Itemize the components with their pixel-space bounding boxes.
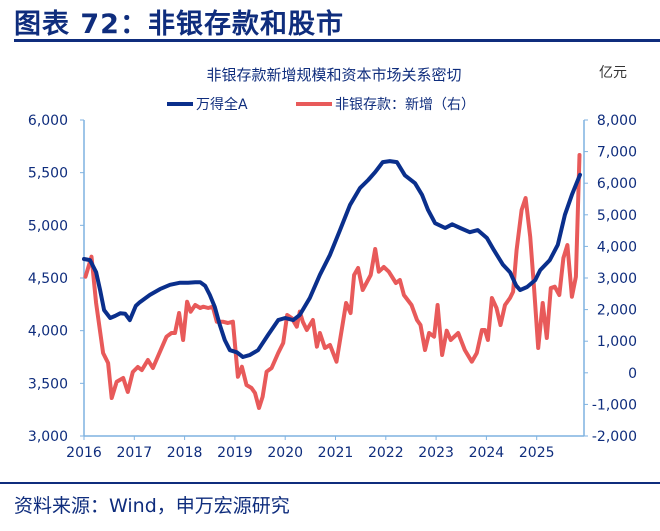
x-tick-label: 2025: [519, 445, 555, 461]
right-tick-label: 2,000: [597, 303, 637, 319]
right-tick-label: -1,000: [592, 397, 637, 413]
series-line-wind-a: [82, 159, 582, 359]
right-tick-label: 8,000: [597, 113, 637, 129]
figure-title: 图表 72：非银存款和股市: [14, 9, 344, 40]
right-tick-label: 1,000: [597, 334, 637, 350]
left-tick-label: 3,500: [28, 376, 68, 392]
x-tick-label: 2021: [318, 445, 354, 461]
right-tick-label: 0: [628, 366, 637, 382]
x-tick-label: 2024: [469, 445, 505, 461]
right-axis-unit: 亿元: [599, 65, 627, 81]
right-tick-label: 7,000: [597, 145, 637, 161]
x-tick-label: 2023: [418, 445, 454, 461]
x-tick-label: 2022: [368, 445, 404, 461]
right-tick-label: 5,000: [597, 208, 637, 224]
x-tick-label: 2020: [267, 445, 303, 461]
series-line-nonbank-deposits: [83, 153, 582, 410]
x-tick-label: 2016: [66, 445, 102, 461]
left-tick-label: 6,000: [28, 113, 68, 129]
left-tick-label: 4,500: [28, 271, 68, 287]
left-tick-label: 4,000: [28, 324, 68, 340]
right-tick-label: 4,000: [597, 239, 637, 255]
left-tick-label: 5,500: [28, 166, 68, 182]
left-tick-label: 5,000: [28, 218, 68, 234]
footer-divider: [0, 482, 660, 484]
title-divider: [14, 39, 660, 42]
legend-label-nonbank-deposits: 非银存款：新增（右）: [335, 97, 475, 113]
legend-label-wind-a: 万得全A: [196, 96, 248, 113]
right-tick-label: -2,000: [592, 429, 637, 445]
right-tick-label: 3,000: [597, 271, 637, 287]
chart-title: 非银存款新增规模和资本市场关系密切: [206, 66, 461, 84]
legend: 万得全A 非银存款：新增（右）: [167, 96, 475, 113]
x-tick-label: 2017: [116, 445, 152, 461]
x-tick-label: 2018: [167, 445, 203, 461]
source-note: 资料来源：Wind，申万宏源研究: [14, 495, 290, 517]
right-tick-label: 6,000: [597, 176, 637, 192]
left-tick-label: 3,000: [28, 429, 68, 445]
x-tick-label: 2019: [217, 445, 253, 461]
